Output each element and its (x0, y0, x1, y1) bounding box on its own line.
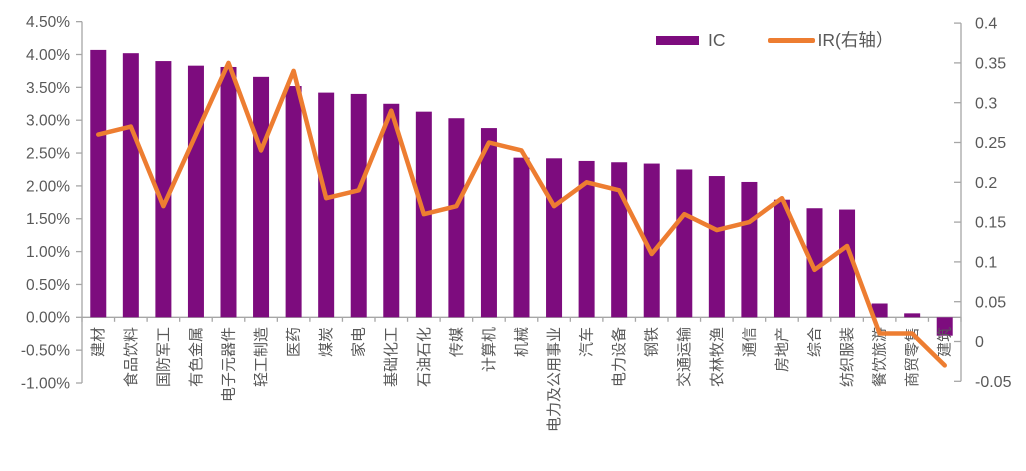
x-axis-category-label: 传媒 (448, 327, 465, 357)
right-axis-tick-label: 0 (975, 334, 984, 351)
left-axis-tick-label: 4.00% (26, 47, 70, 64)
x-axis-category-label: 纺织服装 (839, 327, 856, 387)
x-axis-category-label: 机械 (513, 327, 530, 357)
right-axis-tick-label: 0.05 (975, 294, 1006, 311)
x-axis-category-label: 家电 (351, 327, 368, 357)
right-axis-tick-label: -0.05 (975, 374, 1012, 391)
x-axis-category-label: 房地产 (774, 327, 791, 372)
x-axis-category-label: 轻工制造 (253, 327, 270, 387)
left-axis-tick-label: 1.00% (26, 244, 70, 261)
ir-line (96, 60, 947, 368)
ic-bar (480, 128, 497, 318)
ic-legend-label: IC (708, 30, 726, 50)
left-axis-tick-label: 0.50% (26, 277, 70, 294)
x-axis-category-label: 商贸零售 (904, 327, 921, 387)
x-axis-category-label: 汽车 (579, 327, 596, 357)
ic-bar-swatch-icon (656, 35, 699, 45)
x-axis-category-label: 钢铁 (644, 327, 661, 357)
ic-bar (448, 118, 465, 318)
legend-item-ic: IC (656, 29, 726, 51)
ic-bar (643, 163, 660, 318)
ic-bar (350, 93, 367, 318)
left-axis-tick-label: 3.50% (26, 80, 70, 97)
left-axis-tick-label: 1.50% (26, 211, 70, 228)
chart-legend: IC IR(右轴） (656, 29, 893, 51)
right-axis-tick-label: 0.3 (975, 95, 997, 112)
x-axis-category-label: 交通运输 (675, 327, 693, 387)
ic-bar (155, 61, 172, 318)
x-axis-category-label: 食品饮料 (123, 327, 140, 387)
right-axis-tick-label: 0.2 (975, 175, 997, 192)
right-axis-tick-label: 0.1 (975, 255, 997, 272)
ic-bar (285, 86, 302, 318)
x-axis-category-label: 有色金属 (188, 327, 205, 387)
left-axis-tick-label: 2.50% (26, 145, 70, 162)
right-axis-tick-label: 0.15 (975, 215, 1006, 232)
ic-bar (253, 76, 270, 318)
right-axis-tick-label: 0.25 (975, 135, 1006, 152)
x-axis-category-label: 通信 (741, 327, 758, 357)
ir-line-swatch-icon (767, 37, 815, 43)
ic-bar (936, 317, 953, 336)
ic-bar (806, 208, 823, 318)
x-axis-category-label: 石油石化 (416, 327, 433, 387)
x-axis-category-label: 农林牧渔 (709, 327, 726, 387)
ic-bar (611, 162, 628, 318)
x-axis-category-label: 综合 (806, 327, 823, 357)
ic-bar (513, 157, 530, 318)
ic-bar (708, 176, 725, 318)
ic-bar (741, 181, 758, 318)
ic-bar (904, 313, 921, 318)
ic-bar (676, 169, 693, 318)
left-axis-tick-label: -1.00% (21, 375, 70, 392)
ic-bar (578, 160, 595, 318)
ic-bar (318, 92, 335, 318)
x-axis-category-label: 建筑 (937, 327, 954, 357)
right-axis-tick-label: 0.4 (975, 16, 997, 33)
x-axis-category-label: 电子元器件 (220, 327, 237, 402)
ic-bar (90, 49, 107, 318)
ic-bar (122, 53, 139, 318)
left-axis-tick-label: -0.50% (21, 343, 70, 360)
x-axis-category-label: 基础化工 (383, 327, 400, 387)
left-axis-tick-label: 4.50% (26, 14, 70, 31)
x-axis-category-label: 医药 (286, 327, 303, 357)
left-axis-tick-label: 3.00% (26, 113, 70, 130)
x-axis-category-label: 煤炭 (318, 327, 335, 357)
ic-bar (383, 103, 400, 318)
x-axis-category-label: 电力设备 (611, 327, 628, 387)
ic-bar (839, 209, 856, 318)
left-axis-tick-label: 2.00% (26, 178, 70, 195)
ir-legend-label: IR(右轴） (817, 30, 894, 50)
ic-bar (220, 66, 237, 318)
x-axis-category-label: 电力及公用事业 (546, 327, 563, 432)
ic-bar (546, 158, 563, 318)
ic-bar (187, 65, 204, 318)
x-axis-category-label: 计算机 (480, 327, 498, 372)
right-axis-tick-label: 0.35 (975, 56, 1006, 73)
ic-bar (871, 303, 888, 318)
x-axis-category-label: 建材 (90, 327, 107, 357)
left-axis-tick-label: 0.00% (26, 310, 70, 327)
x-axis-category-label: 餐饮旅游 (872, 327, 889, 387)
legend-item-ir: IR(右轴） (767, 29, 894, 51)
ic-bar (773, 199, 790, 318)
x-axis-category-label: 国防军工 (155, 327, 172, 387)
